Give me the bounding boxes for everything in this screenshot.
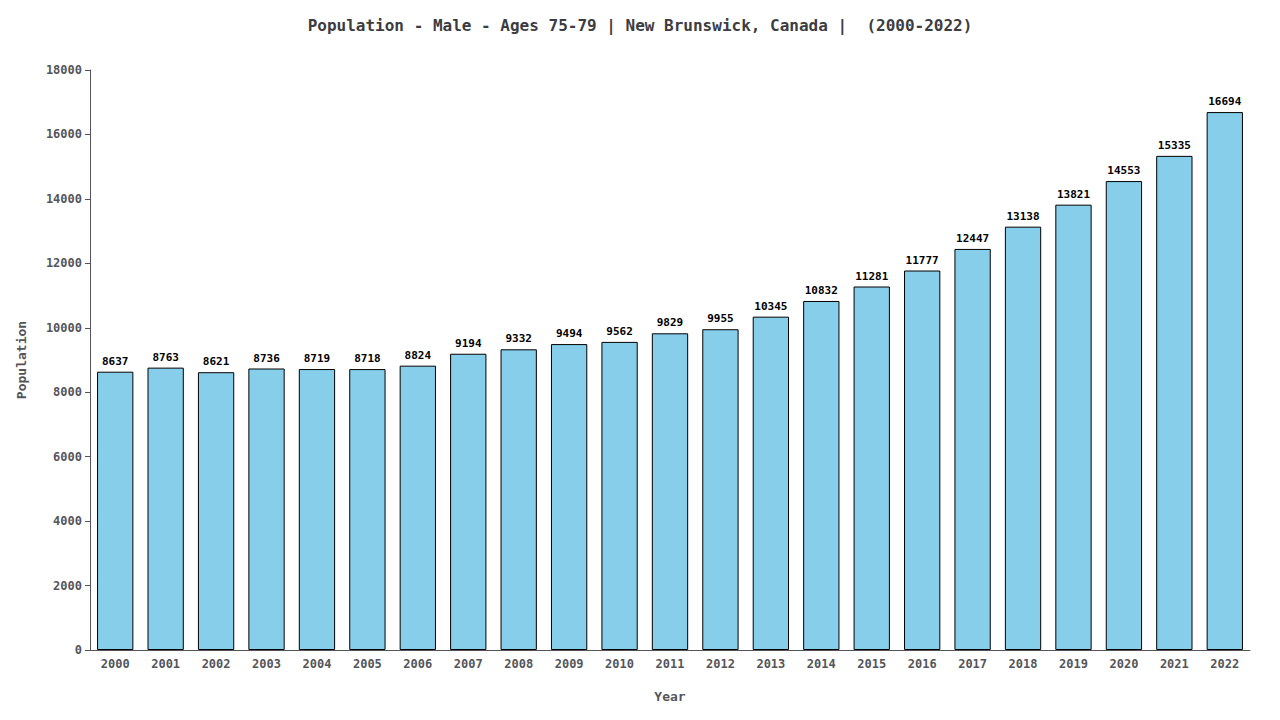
svg-text:2012: 2012 <box>706 657 735 671</box>
svg-text:8763: 8763 <box>152 351 179 364</box>
svg-text:2019: 2019 <box>1059 657 1088 671</box>
svg-text:2017: 2017 <box>958 657 987 671</box>
svg-text:2006: 2006 <box>403 657 432 671</box>
svg-text:11777: 11777 <box>906 254 939 267</box>
svg-text:2002: 2002 <box>202 657 231 671</box>
svg-text:2009: 2009 <box>555 657 584 671</box>
svg-text:Population - Male - Ages 75-79: Population - Male - Ages 75-79 | New Bru… <box>308 16 973 36</box>
svg-text:6000: 6000 <box>53 450 82 464</box>
svg-text:2003: 2003 <box>252 657 281 671</box>
svg-text:2014: 2014 <box>807 657 836 671</box>
svg-text:8000: 8000 <box>53 385 82 399</box>
svg-text:Population: Population <box>14 321 29 399</box>
svg-text:8718: 8718 <box>354 352 381 365</box>
svg-text:10832: 10832 <box>805 284 838 297</box>
svg-text:9494: 9494 <box>556 327 583 340</box>
svg-text:2000: 2000 <box>53 579 82 593</box>
svg-text:0: 0 <box>75 643 82 657</box>
svg-text:16000: 16000 <box>46 127 82 141</box>
svg-text:2000: 2000 <box>101 657 130 671</box>
svg-text:11281: 11281 <box>855 270 888 283</box>
svg-text:8824: 8824 <box>405 349 432 362</box>
svg-text:14553: 14553 <box>1107 164 1140 177</box>
svg-text:12000: 12000 <box>46 256 82 270</box>
svg-text:2022: 2022 <box>1210 657 1239 671</box>
svg-text:2018: 2018 <box>1009 657 1038 671</box>
svg-text:2011: 2011 <box>656 657 685 671</box>
svg-text:15335: 15335 <box>1158 139 1191 152</box>
svg-text:2004: 2004 <box>303 657 332 671</box>
svg-text:2001: 2001 <box>151 657 180 671</box>
svg-text:9562: 9562 <box>606 325 633 338</box>
svg-text:14000: 14000 <box>46 192 82 206</box>
svg-text:2010: 2010 <box>605 657 634 671</box>
svg-text:2020: 2020 <box>1109 657 1138 671</box>
svg-text:2016: 2016 <box>908 657 937 671</box>
svg-text:2015: 2015 <box>857 657 886 671</box>
svg-text:8621: 8621 <box>203 355 230 368</box>
svg-text:18000: 18000 <box>46 63 82 77</box>
svg-text:8736: 8736 <box>253 352 280 365</box>
svg-text:Year: Year <box>654 689 685 704</box>
svg-text:12447: 12447 <box>956 232 989 245</box>
svg-text:9194: 9194 <box>455 337 482 350</box>
svg-text:2005: 2005 <box>353 657 382 671</box>
svg-text:2013: 2013 <box>756 657 785 671</box>
svg-text:4000: 4000 <box>53 514 82 528</box>
svg-text:2008: 2008 <box>504 657 533 671</box>
svg-text:16694: 16694 <box>1208 95 1241 108</box>
svg-text:10000: 10000 <box>46 321 82 335</box>
svg-text:8719: 8719 <box>304 352 331 365</box>
svg-text:13821: 13821 <box>1057 188 1090 201</box>
svg-text:10345: 10345 <box>754 300 787 313</box>
svg-text:8637: 8637 <box>102 355 129 368</box>
svg-text:9829: 9829 <box>657 316 684 329</box>
svg-text:2007: 2007 <box>454 657 483 671</box>
svg-text:9955: 9955 <box>707 312 734 325</box>
svg-text:9332: 9332 <box>505 332 532 345</box>
svg-text:13138: 13138 <box>1006 210 1039 223</box>
svg-text:2021: 2021 <box>1160 657 1189 671</box>
